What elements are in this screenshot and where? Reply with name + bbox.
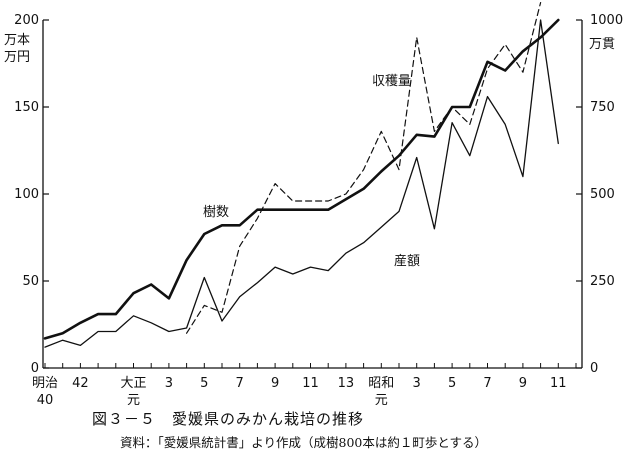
x-tick-label: 3 <box>413 376 421 391</box>
x-tick-label: 5 <box>200 376 208 391</box>
left-tick-label: 100 <box>14 187 39 202</box>
x-tick-label: 42 <box>72 376 89 391</box>
series-line-trees <box>43 18 560 340</box>
x-tick-label: 昭和 <box>368 376 394 391</box>
annotation-value: 産額 <box>394 253 420 269</box>
axes <box>42 20 583 369</box>
right-tick-label: 1000 <box>590 13 623 28</box>
x-tick-label: 元 <box>127 393 140 405</box>
x-tick-label: 13 <box>338 376 355 391</box>
x-tick-label: 7 <box>236 376 244 391</box>
x-tick-label: 11 <box>550 376 567 391</box>
left-axis-title-line-1: 万本 <box>4 33 30 48</box>
left-tick-label: 50 <box>22 274 39 289</box>
x-tick-label: 11 <box>302 376 319 391</box>
x-tick-label: 3 <box>165 376 173 391</box>
ticks: 0 50 100 150 200 0 250 500 750 1000 明治 40 42 大正元 3 5 7 9 1… <box>14 13 623 405</box>
x-tick-label: 40 <box>37 393 54 405</box>
right-tick-label: 500 <box>590 187 615 202</box>
x-tick-label: 7 <box>483 376 491 391</box>
left-axis-title-line-2: 万円 <box>4 50 30 65</box>
x-tick-label: 5 <box>448 376 456 391</box>
series-line-harvest <box>187 3 576 334</box>
right-tick-label: 750 <box>590 100 615 115</box>
right-axis-title: 万貫 <box>589 37 615 52</box>
series-lines <box>43 3 576 348</box>
left-tick-label: 0 <box>31 361 39 376</box>
x-tick-label: 大正 <box>120 376 146 391</box>
x-tick-label: 明治 <box>32 376 58 391</box>
chart: 0 50 100 150 200 0 250 500 750 1000 明治 40 42 大正元 3 5 7 9 1… <box>4 0 623 405</box>
left-tick-label: 150 <box>14 100 39 115</box>
left-axis-title: 万本 万円 <box>4 33 30 65</box>
source-note: 資料：「愛媛県統計書」より作成（成樹800本は約１町歩とする） <box>120 435 487 450</box>
x-tick-label: 9 <box>271 376 279 391</box>
annotation-trees: 樹数 <box>203 205 229 220</box>
x-tick-label: 9 <box>519 376 527 391</box>
right-tick-label: 0 <box>590 361 598 376</box>
left-tick-label: 200 <box>14 13 39 28</box>
series-line-value <box>44 19 559 348</box>
figure-caption: 図３－５ 愛媛県のみかん栽培の推移 <box>92 410 365 428</box>
x-tick-label: 元 <box>375 393 388 405</box>
annotation-harvest: 収穫量 <box>372 74 411 89</box>
right-tick-label: 250 <box>590 274 615 289</box>
